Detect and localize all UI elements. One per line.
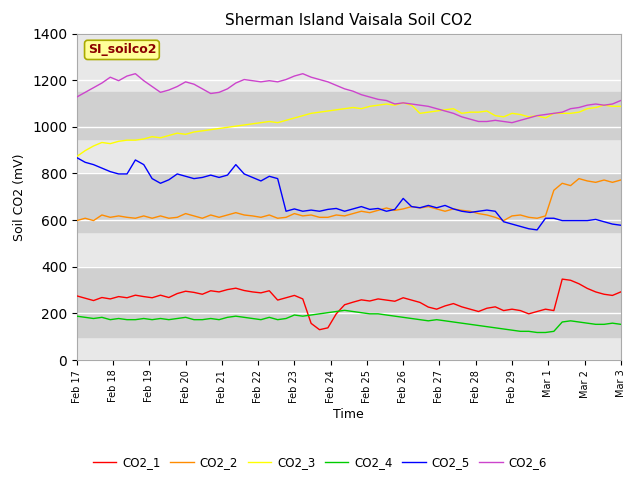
CO2_3 — [115, 138, 122, 144]
Bar — [77, 267, 621, 336]
CO2_4 — [508, 327, 516, 333]
CO2_1 — [324, 325, 332, 331]
CO2_5 — [307, 207, 315, 213]
CO2_3 — [617, 104, 625, 109]
CO2_3 — [307, 110, 315, 116]
CO2_5 — [207, 172, 214, 178]
Bar — [77, 92, 621, 139]
CO2_1 — [558, 276, 566, 282]
CO2_2 — [207, 212, 214, 218]
CO2_1 — [316, 327, 323, 333]
CO2_4 — [340, 308, 348, 313]
CO2_2 — [115, 213, 122, 219]
CO2_1 — [115, 294, 122, 300]
CO2_3 — [73, 154, 81, 159]
CO2_4 — [307, 312, 315, 318]
CO2_6 — [215, 89, 223, 95]
CO2_2 — [500, 218, 508, 224]
CO2_2 — [307, 212, 315, 218]
CO2_4 — [533, 330, 541, 336]
CO2_6 — [508, 120, 516, 126]
CO2_2 — [575, 176, 583, 181]
CO2_2 — [241, 212, 248, 218]
CO2_1 — [617, 289, 625, 295]
CO2_3 — [399, 100, 407, 106]
Text: SI_soilco2: SI_soilco2 — [88, 43, 156, 56]
CO2_6 — [115, 78, 122, 84]
Line: CO2_3: CO2_3 — [77, 103, 621, 156]
CO2_4 — [316, 311, 323, 317]
CO2_6 — [316, 77, 323, 83]
CO2_3 — [207, 127, 214, 132]
CO2_3 — [508, 110, 516, 116]
CO2_6 — [73, 94, 81, 100]
CO2_3 — [241, 122, 248, 128]
CO2_2 — [73, 218, 81, 224]
CO2_5 — [500, 219, 508, 225]
CO2_5 — [241, 171, 248, 177]
CO2_6 — [324, 79, 332, 85]
Legend: CO2_1, CO2_2, CO2_3, CO2_4, CO2_5, CO2_6: CO2_1, CO2_2, CO2_3, CO2_4, CO2_5, CO2_6 — [88, 452, 552, 474]
Line: CO2_4: CO2_4 — [77, 311, 621, 333]
CO2_5 — [533, 227, 541, 233]
Bar — [77, 173, 621, 232]
CO2_1 — [207, 288, 214, 294]
CO2_5 — [73, 155, 81, 160]
CO2_4 — [617, 322, 625, 327]
CO2_5 — [115, 171, 122, 177]
CO2_1 — [73, 293, 81, 299]
CO2_5 — [617, 222, 625, 228]
Line: CO2_6: CO2_6 — [77, 74, 621, 123]
Y-axis label: Soil CO2 (mV): Soil CO2 (mV) — [13, 153, 26, 240]
CO2_1 — [307, 321, 315, 326]
CO2_2 — [617, 177, 625, 183]
CO2_6 — [132, 71, 140, 77]
Line: CO2_5: CO2_5 — [77, 157, 621, 230]
X-axis label: Time: Time — [333, 408, 364, 421]
Line: CO2_1: CO2_1 — [77, 279, 621, 330]
CO2_6 — [249, 78, 257, 84]
CO2_2 — [584, 178, 591, 184]
CO2_6 — [617, 97, 625, 103]
CO2_1 — [508, 306, 516, 312]
CO2_4 — [241, 314, 248, 320]
Line: CO2_2: CO2_2 — [77, 179, 621, 221]
CO2_6 — [516, 118, 524, 123]
CO2_4 — [73, 313, 81, 319]
CO2_1 — [241, 288, 248, 293]
CO2_3 — [584, 106, 591, 111]
CO2_4 — [207, 316, 214, 322]
CO2_5 — [584, 218, 591, 224]
Title: Sherman Island Vaisala Soil CO2: Sherman Island Vaisala Soil CO2 — [225, 13, 472, 28]
CO2_4 — [115, 316, 122, 322]
